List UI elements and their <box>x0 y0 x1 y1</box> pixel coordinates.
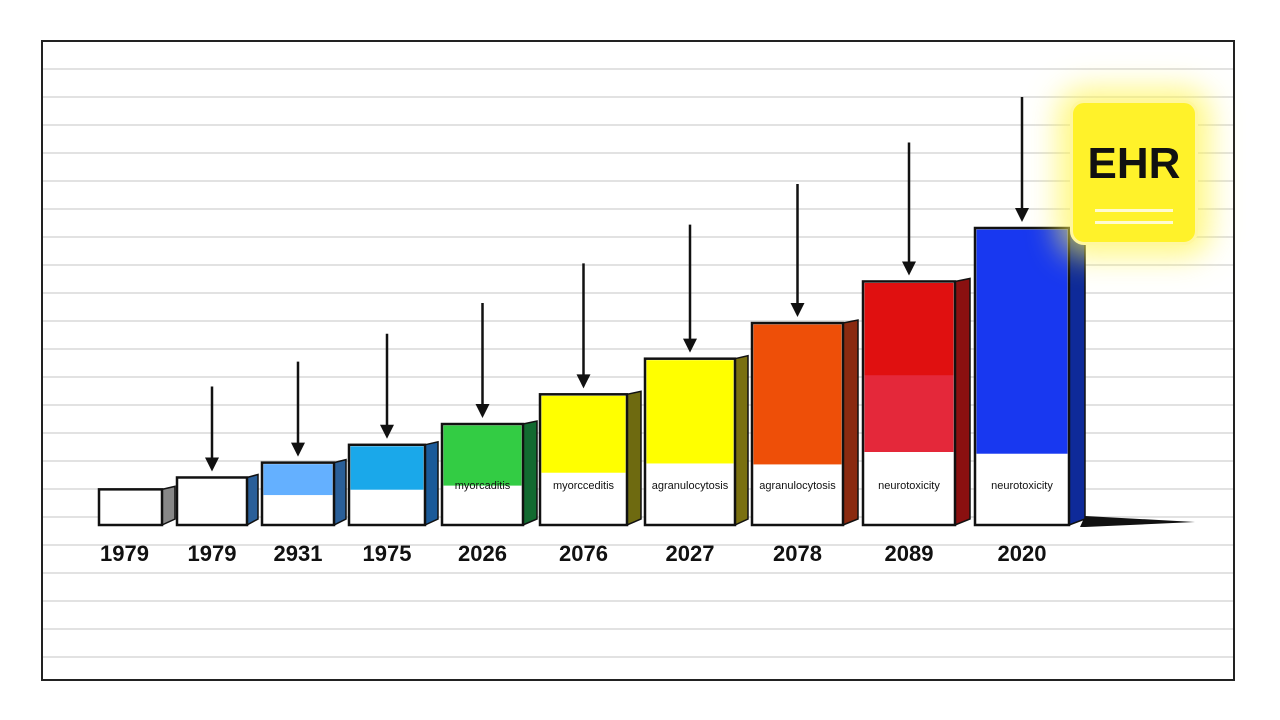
x-tick-label: 2089 <box>885 541 934 566</box>
arrow-head <box>475 404 490 419</box>
bar-side <box>734 354 749 527</box>
x-tick-label: 1975 <box>363 541 412 566</box>
bar-fill <box>443 425 522 486</box>
bar-side <box>1068 224 1086 527</box>
bar-label: myorcaditis <box>455 480 511 492</box>
arrow-head <box>1015 208 1029 222</box>
bar-side <box>161 485 176 527</box>
x-tick-label: 2078 <box>773 541 822 566</box>
arrow-head <box>683 338 697 353</box>
x-tick-label: 2027 <box>666 541 715 566</box>
bar-side <box>424 440 439 527</box>
bar-fill <box>263 464 333 496</box>
arrow-head <box>576 374 591 389</box>
bar-label: agranulocytosis <box>652 480 729 492</box>
x-tick-label: 1979 <box>188 541 237 566</box>
bar-fill <box>541 395 626 473</box>
ehr-badge-label: EHR <box>1087 139 1181 188</box>
x-tick-label: 2026 <box>458 541 507 566</box>
bar-side <box>522 420 538 527</box>
arrow-head <box>205 457 219 472</box>
bar-fill-lower <box>864 375 954 452</box>
bar <box>97 488 164 527</box>
bar-label: neurotoxicity <box>991 480 1053 492</box>
bar-fill <box>646 360 734 464</box>
x-tick-label: 2076 <box>559 541 608 566</box>
arrow-head <box>291 442 305 457</box>
bar-side <box>954 277 971 527</box>
bar-label: myorcceditis <box>553 480 615 492</box>
bar-fill <box>753 324 842 465</box>
bar <box>175 476 249 527</box>
bar-fill <box>976 229 1068 454</box>
arrow-head <box>790 303 805 318</box>
bar-side <box>333 458 347 527</box>
x-tick-label: 2020 <box>998 541 1047 566</box>
x-tick-label: 2931 <box>274 541 323 566</box>
bar-fill <box>350 446 424 490</box>
arrow-head <box>380 424 394 439</box>
badge-line <box>1095 221 1173 224</box>
bar-label: neurotoxicity <box>878 480 940 492</box>
badge-line <box>1095 209 1173 212</box>
bar-side <box>246 473 259 527</box>
bar-side <box>842 319 859 527</box>
bar-label: agranulocytosis <box>759 480 836 492</box>
ehr-badge: EHR <box>1070 100 1198 245</box>
bar-side <box>626 390 642 527</box>
x-tick-label: 1979 <box>100 541 149 566</box>
arrow-head <box>902 261 916 276</box>
